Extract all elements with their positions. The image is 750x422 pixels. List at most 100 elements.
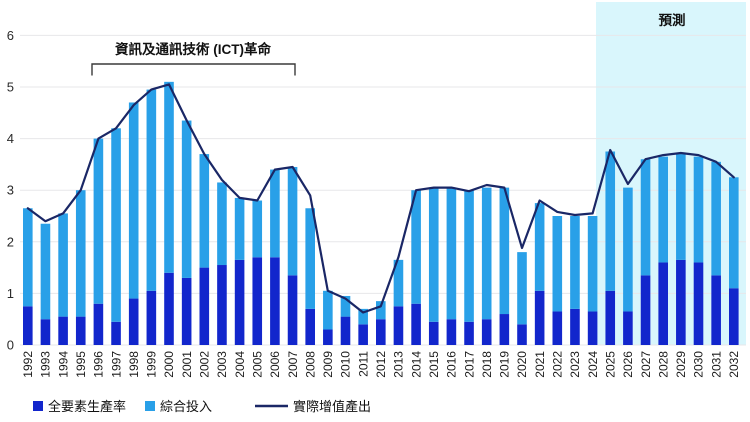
x-tick-label-2026: 2026 (621, 351, 635, 378)
x-tick-label-2025: 2025 (603, 351, 617, 378)
bar-tfp-2003 (217, 265, 227, 345)
bar-tfp-2029 (676, 259, 686, 345)
forecast-label: 預測 (659, 12, 686, 28)
bar-tfp-1995 (75, 316, 86, 345)
x-tick-label-2028: 2028 (656, 351, 670, 378)
bar-tfp-2014 (411, 303, 421, 345)
bar-tfp-2023 (570, 308, 580, 345)
x-tick-label-1995: 1995 (74, 351, 88, 378)
bar-inputs-2007 (287, 166, 298, 276)
y-tick-label: 4 (7, 131, 14, 146)
bar-tfp-2008 (305, 308, 315, 345)
x-tick-label-2015: 2015 (427, 351, 441, 378)
x-tick-label-2003: 2003 (215, 351, 229, 378)
bar-tfp-2005 (252, 257, 263, 345)
bar-tfp-1996 (93, 303, 104, 345)
x-tick-label-2010: 2010 (339, 351, 353, 378)
bar-inputs-1997 (111, 128, 121, 322)
bar-tfp-2015 (428, 321, 439, 345)
bar-inputs-2023 (570, 216, 580, 309)
legend-swatch-inputs (145, 401, 155, 411)
x-tick-label-1999: 1999 (145, 351, 159, 378)
x-tick-label-1998: 1998 (127, 351, 141, 378)
x-tick-label-2020: 2020 (515, 351, 529, 378)
bar-inputs-2031 (711, 161, 721, 276)
gridlines (20, 34, 746, 346)
x-tick-label-2001: 2001 (180, 351, 194, 378)
bar-tfp-2013 (393, 306, 404, 345)
bar-inputs-2019 (499, 187, 510, 315)
bar-inputs-2032 (729, 177, 739, 289)
y-tick-label: 5 (7, 80, 14, 95)
x-tick-label-1992: 1992 (21, 351, 35, 378)
bar-tfp-2024 (587, 311, 598, 345)
y-axis-labels: 0 1 2 3 4 5 6 (7, 28, 14, 353)
bar-inputs-2027 (640, 159, 651, 276)
x-tick-label-2009: 2009 (321, 351, 335, 378)
bar-inputs-2012 (376, 301, 386, 320)
y-tick-label: 2 (7, 234, 14, 249)
x-tick-label-2016: 2016 (445, 351, 459, 378)
bar-inputs-1996 (93, 138, 104, 304)
x-tick-label-2024: 2024 (586, 351, 600, 378)
legend: 全要素生產率 綜合投入 實際增值產出 (33, 399, 371, 414)
output-line (26, 83, 735, 314)
bar-inputs-2021 (534, 203, 545, 291)
bar-inputs-2005 (252, 200, 263, 258)
bar-tfp-1998 (128, 298, 139, 345)
bar-tfp-2018 (481, 319, 492, 345)
bar-inputs-2010 (340, 295, 351, 317)
x-tick-label-2019: 2019 (498, 351, 512, 378)
x-tick-label-2000: 2000 (162, 351, 176, 378)
legend-label-inputs: 綜合投入 (160, 399, 212, 414)
x-tick-label-2005: 2005 (250, 351, 264, 378)
bar-tfp-2004 (234, 259, 245, 345)
bar-tfp-1994 (58, 316, 68, 345)
x-tick-label-1994: 1994 (56, 351, 70, 378)
x-axis-labels: 1992 1993 1994 1995 1996 1997 1998 1999 2000 2001… (21, 351, 741, 378)
bar-tfp-2007 (287, 275, 298, 345)
bar-inputs-2000 (164, 81, 174, 273)
bars (23, 81, 739, 345)
bar-inputs-1992 (23, 208, 33, 307)
x-tick-label-2018: 2018 (480, 351, 494, 378)
bar-tfp-2009 (323, 329, 333, 345)
bar-tfp-1997 (111, 321, 121, 345)
bar-tfp-2019 (499, 314, 510, 345)
bar-tfp-2025 (605, 290, 616, 345)
legend-swatch-tfp (33, 401, 43, 411)
x-tick-label-2012: 2012 (374, 351, 388, 378)
x-tick-label-2022: 2022 (551, 351, 565, 378)
bar-inputs-2016 (446, 187, 457, 320)
bar-tfp-2027 (640, 275, 651, 345)
x-tick-label-1993: 1993 (39, 351, 53, 378)
x-tick-label-2011: 2011 (356, 351, 370, 377)
bar-inputs-2002 (199, 154, 210, 268)
bar-tfp-2011 (358, 324, 368, 345)
bar-tfp-2030 (693, 262, 704, 345)
bar-inputs-2025 (605, 151, 616, 291)
bar-inputs-2011 (358, 308, 368, 325)
x-tick-label-2017: 2017 (462, 351, 476, 378)
bar-inputs-2006 (270, 169, 280, 258)
bar-inputs-2003 (217, 182, 227, 266)
bar-tfp-1999 (146, 290, 157, 345)
bar-inputs-1993 (40, 223, 51, 320)
bar-tfp-2001 (181, 277, 192, 345)
legend-label-output: 實際增值產出 (293, 399, 371, 414)
bar-inputs-1994 (58, 213, 68, 317)
x-tick-label-2008: 2008 (303, 351, 317, 378)
bar-tfp-2022 (552, 311, 563, 345)
bar-tfp-2010 (340, 316, 351, 345)
y-tick-label: 1 (7, 286, 14, 301)
x-tick-label-2021: 2021 (533, 351, 547, 378)
bar-tfp-2006 (270, 257, 280, 345)
bar-inputs-2024 (587, 216, 598, 312)
x-tick-label-1997: 1997 (109, 351, 123, 378)
bar-tfp-1993 (40, 319, 51, 345)
bar-tfp-2000 (164, 272, 174, 345)
bar-tfp-2021 (534, 290, 545, 345)
x-tick-label-2030: 2030 (692, 351, 706, 378)
bar-inputs-2030 (693, 156, 704, 263)
